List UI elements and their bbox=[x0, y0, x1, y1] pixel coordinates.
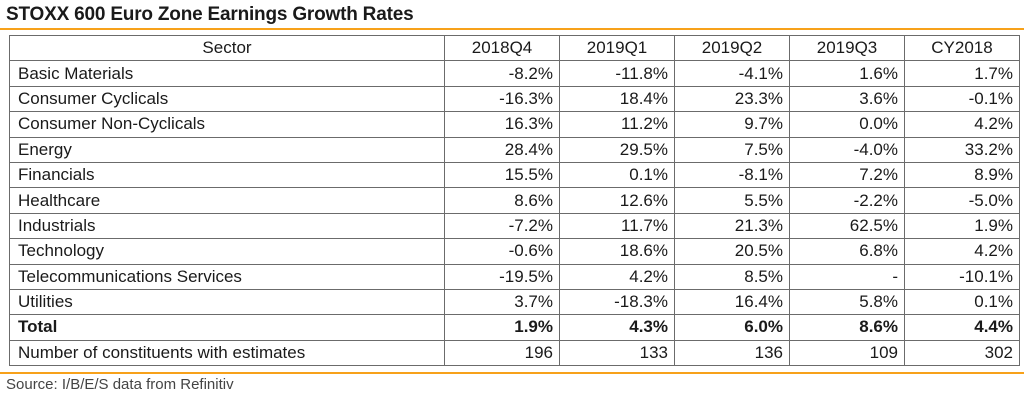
value-cell: 18.6% bbox=[559, 238, 675, 265]
value-cell: 136 bbox=[674, 339, 790, 367]
value-cell: -0.6% bbox=[444, 238, 560, 265]
value-cell: 5.5% bbox=[674, 187, 790, 214]
sector-cell: Energy bbox=[9, 136, 445, 163]
value-cell: 62.5% bbox=[789, 212, 905, 240]
value-cell: 8.5% bbox=[674, 263, 790, 290]
value-cell: 7.5% bbox=[674, 136, 790, 163]
value-cell: 21.3% bbox=[674, 212, 790, 240]
value-cell: 4.2% bbox=[904, 111, 1020, 138]
table-row: Total 1.9% 4.3% 6.0% 8.6% 4.4% bbox=[9, 314, 1020, 341]
table-row: Basic Materials -8.2% -11.8% -4.1% 1.6% 1.7% bbox=[9, 60, 1020, 87]
value-cell: -7.2% bbox=[444, 212, 560, 240]
value-cell: -16.3% bbox=[444, 85, 560, 113]
value-cell: 0.1% bbox=[559, 161, 675, 189]
bottom-accent-rule bbox=[0, 372, 1024, 374]
value-cell: 11.2% bbox=[559, 111, 675, 138]
value-cell: 8.6% bbox=[789, 314, 905, 341]
sector-cell: Telecommunications Services bbox=[9, 263, 445, 290]
table-row: Consumer Cyclicals -16.3% 18.4% 23.3% 3.6% -0… bbox=[9, 85, 1020, 113]
table-row: Energy 28.4% 29.5% 7.5% -4.0% 33.2% bbox=[9, 136, 1020, 163]
value-cell: 8.9% bbox=[904, 161, 1020, 189]
sector-cell: Consumer Cyclicals bbox=[9, 85, 445, 113]
column-header-2019q3: 2019Q3 bbox=[789, 34, 905, 62]
value-cell: -0.1% bbox=[904, 85, 1020, 113]
value-cell: 3.6% bbox=[789, 85, 905, 113]
value-cell: 1.7% bbox=[904, 60, 1020, 87]
value-cell: 16.3% bbox=[444, 111, 560, 138]
value-cell: 196 bbox=[444, 339, 560, 367]
value-cell: 4.2% bbox=[904, 238, 1020, 265]
value-cell: 28.4% bbox=[444, 136, 560, 163]
value-cell: -8.1% bbox=[674, 161, 790, 189]
column-header-sector: Sector bbox=[9, 34, 445, 62]
value-cell: 23.3% bbox=[674, 85, 790, 113]
table-row: Financials 15.5% 0.1% -8.1% 7.2% 8.9% bbox=[9, 161, 1020, 189]
sector-cell: Utilities bbox=[9, 288, 445, 316]
table-row: Industrials -7.2% 11.7% 21.3% 62.5% 1.9% bbox=[9, 212, 1020, 240]
sector-cell: Basic Materials bbox=[9, 60, 445, 87]
value-cell: 6.8% bbox=[789, 238, 905, 265]
value-cell: -19.5% bbox=[444, 263, 560, 290]
value-cell: 20.5% bbox=[674, 238, 790, 265]
table-title: STOXX 600 Euro Zone Earnings Growth Rate… bbox=[6, 4, 414, 25]
table-row: Technology -0.6% 18.6% 20.5% 6.8% 4.2% bbox=[9, 238, 1020, 265]
value-cell: -2.2% bbox=[789, 187, 905, 214]
column-header-2019q2: 2019Q2 bbox=[674, 34, 790, 62]
value-cell: -11.8% bbox=[559, 60, 675, 87]
value-cell: - bbox=[789, 263, 905, 290]
value-cell: 0.1% bbox=[904, 288, 1020, 316]
value-cell: 29.5% bbox=[559, 136, 675, 163]
top-accent-rule bbox=[0, 28, 1024, 30]
table-row: Number of constituents with estimates 196… bbox=[9, 339, 1020, 367]
value-cell: 302 bbox=[904, 339, 1020, 367]
value-cell: -10.1% bbox=[904, 263, 1020, 290]
value-cell: 1.9% bbox=[904, 212, 1020, 240]
value-cell: 9.7% bbox=[674, 111, 790, 138]
value-cell: 1.6% bbox=[789, 60, 905, 87]
source-note: Source: I/B/E/S data from Refinitiv bbox=[6, 376, 234, 393]
value-cell: -8.2% bbox=[444, 60, 560, 87]
value-cell: 4.3% bbox=[559, 314, 675, 341]
sector-cell: Number of constituents with estimates bbox=[9, 339, 445, 367]
sector-cell: Consumer Non-Cyclicals bbox=[9, 111, 445, 138]
value-cell: 4.4% bbox=[904, 314, 1020, 341]
table-body: Basic Materials -8.2% -11.8% -4.1% 1.6% 1.7% C… bbox=[9, 60, 1020, 367]
table-row: Healthcare 8.6% 12.6% 5.5% -2.2% -5.0% bbox=[9, 187, 1020, 214]
sector-cell: Technology bbox=[9, 238, 445, 265]
value-cell: -5.0% bbox=[904, 187, 1020, 214]
value-cell: 133 bbox=[559, 339, 675, 367]
column-header-2018q4: 2018Q4 bbox=[444, 34, 560, 62]
sector-cell: Industrials bbox=[9, 212, 445, 240]
sector-cell: Healthcare bbox=[9, 187, 445, 214]
value-cell: -4.1% bbox=[674, 60, 790, 87]
value-cell: 0.0% bbox=[789, 111, 905, 138]
table-row: Telecommunications Services -19.5% 4.2% 8.5… bbox=[9, 263, 1020, 290]
column-header-cy2018: CY2018 bbox=[904, 34, 1020, 62]
table-row: Utilities 3.7% -18.3% 16.4% 5.8% 0.1% bbox=[9, 288, 1020, 316]
table-row: Consumer Non-Cyclicals 16.3% 11.2% 9.7% 0.0%… bbox=[9, 111, 1020, 138]
value-cell: 3.7% bbox=[444, 288, 560, 316]
header-row: Sector 2018Q4 2019Q1 2019Q2 2019Q3 CY201… bbox=[9, 34, 1020, 62]
value-cell: -4.0% bbox=[789, 136, 905, 163]
value-cell: 18.4% bbox=[559, 85, 675, 113]
value-cell: 8.6% bbox=[444, 187, 560, 214]
value-cell: 12.6% bbox=[559, 187, 675, 214]
earnings-growth-table: Sector 2018Q4 2019Q1 2019Q2 2019Q3 CY201… bbox=[9, 34, 1020, 367]
value-cell: 7.2% bbox=[789, 161, 905, 189]
sector-cell: Total bbox=[9, 314, 445, 341]
value-cell: 5.8% bbox=[789, 288, 905, 316]
column-header-2019q1: 2019Q1 bbox=[559, 34, 675, 62]
value-cell: 11.7% bbox=[559, 212, 675, 240]
value-cell: -18.3% bbox=[559, 288, 675, 316]
value-cell: 16.4% bbox=[674, 288, 790, 316]
value-cell: 109 bbox=[789, 339, 905, 367]
value-cell: 15.5% bbox=[444, 161, 560, 189]
value-cell: 6.0% bbox=[674, 314, 790, 341]
sector-cell: Financials bbox=[9, 161, 445, 189]
value-cell: 4.2% bbox=[559, 263, 675, 290]
value-cell: 1.9% bbox=[444, 314, 560, 341]
value-cell: 33.2% bbox=[904, 136, 1020, 163]
